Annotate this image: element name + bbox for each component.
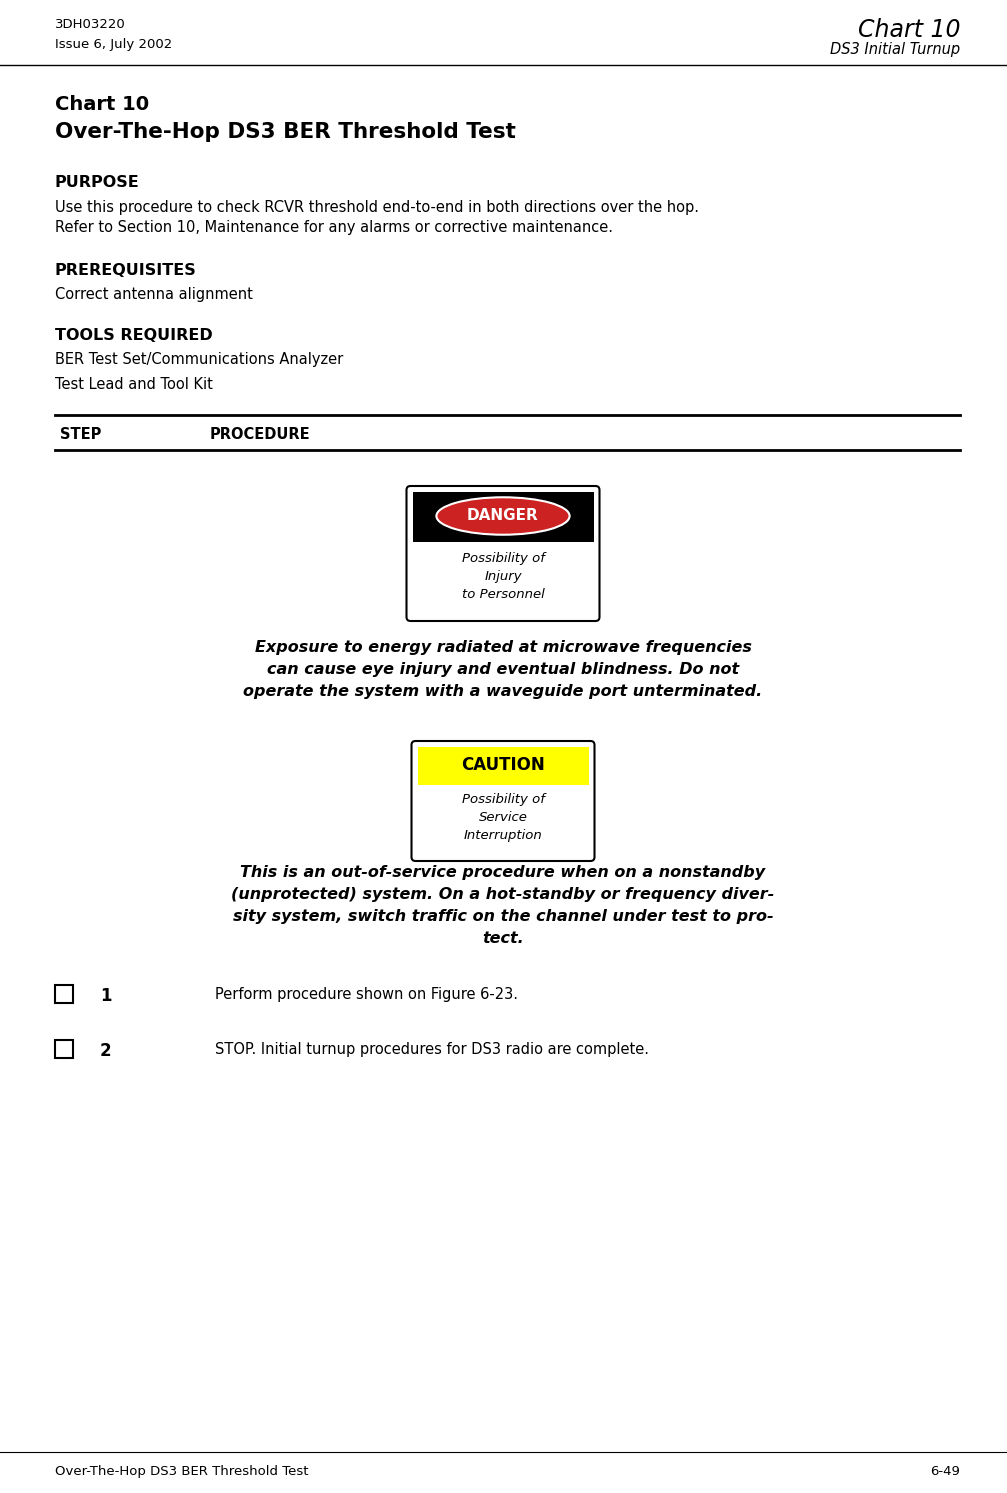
Text: 6-49: 6-49: [930, 1465, 960, 1478]
Text: operate the system with a waveguide port unterminated.: operate the system with a waveguide port…: [244, 684, 762, 699]
Text: DS3 Initial Turnup: DS3 Initial Turnup: [830, 42, 960, 57]
Bar: [413, 493, 593, 542]
Text: 1: 1: [100, 987, 112, 1005]
Text: Chart 10: Chart 10: [858, 18, 960, 42]
Ellipse shape: [436, 497, 570, 534]
Text: PROCEDURE: PROCEDURE: [210, 427, 310, 442]
Text: Use this procedure to check RCVR threshold end-to-end in both directions over th: Use this procedure to check RCVR thresho…: [55, 200, 699, 215]
Text: Perform procedure shown on Figure 6‑23.: Perform procedure shown on Figure 6‑23.: [215, 987, 518, 1002]
Bar: [55, 1041, 73, 1059]
Text: This is an out-of-service procedure when on a nonstandby: This is an out-of-service procedure when…: [241, 864, 765, 879]
Bar: [55, 985, 73, 1003]
Text: Issue 6, July 2002: Issue 6, July 2002: [55, 37, 172, 51]
Text: can cause eye injury and eventual blindness. Do not: can cause eye injury and eventual blindn…: [267, 661, 739, 676]
Text: BER Test Set/Communications Analyzer: BER Test Set/Communications Analyzer: [55, 352, 343, 367]
Text: Exposure to energy radiated at microwave frequencies: Exposure to energy radiated at microwave…: [255, 640, 751, 655]
Text: Over-The-Hop DS3 BER Threshold Test: Over-The-Hop DS3 BER Threshold Test: [55, 1465, 308, 1478]
Bar: [418, 746, 588, 785]
Text: 3DH03220: 3DH03220: [55, 18, 126, 31]
Text: Over-The-Hop DS3 BER Threshold Test: Over-The-Hop DS3 BER Threshold Test: [55, 122, 516, 142]
Text: PREREQUISITES: PREREQUISITES: [55, 263, 196, 278]
Text: sity system, switch traffic on the channel under test to pro-: sity system, switch traffic on the chann…: [233, 909, 773, 924]
Text: Correct antenna alignment: Correct antenna alignment: [55, 287, 253, 302]
Text: Possibility of
Service
Interruption: Possibility of Service Interruption: [461, 793, 545, 842]
Text: STEP: STEP: [60, 427, 102, 442]
Text: Refer to Section 10, Maintenance for any alarms or corrective maintenance.: Refer to Section 10, Maintenance for any…: [55, 219, 613, 234]
Text: (unprotected) system. On a hot-standby or frequency diver-: (unprotected) system. On a hot-standby o…: [232, 887, 774, 902]
Text: STOP. Initial turnup procedures for DS3 radio are complete.: STOP. Initial turnup procedures for DS3 …: [215, 1042, 649, 1057]
FancyBboxPatch shape: [407, 487, 599, 621]
Text: Possibility of
Injury
to Personnel: Possibility of Injury to Personnel: [461, 552, 545, 602]
Text: 2: 2: [100, 1042, 112, 1060]
Text: Test Lead and Tool Kit: Test Lead and Tool Kit: [55, 378, 212, 393]
Text: TOOLS REQUIRED: TOOLS REQUIRED: [55, 328, 212, 343]
Text: Chart 10: Chart 10: [55, 96, 149, 113]
Text: CAUTION: CAUTION: [461, 755, 545, 773]
Text: PURPOSE: PURPOSE: [55, 175, 140, 190]
Text: tect.: tect.: [482, 932, 524, 947]
Text: DANGER: DANGER: [467, 509, 539, 524]
FancyBboxPatch shape: [412, 741, 594, 861]
